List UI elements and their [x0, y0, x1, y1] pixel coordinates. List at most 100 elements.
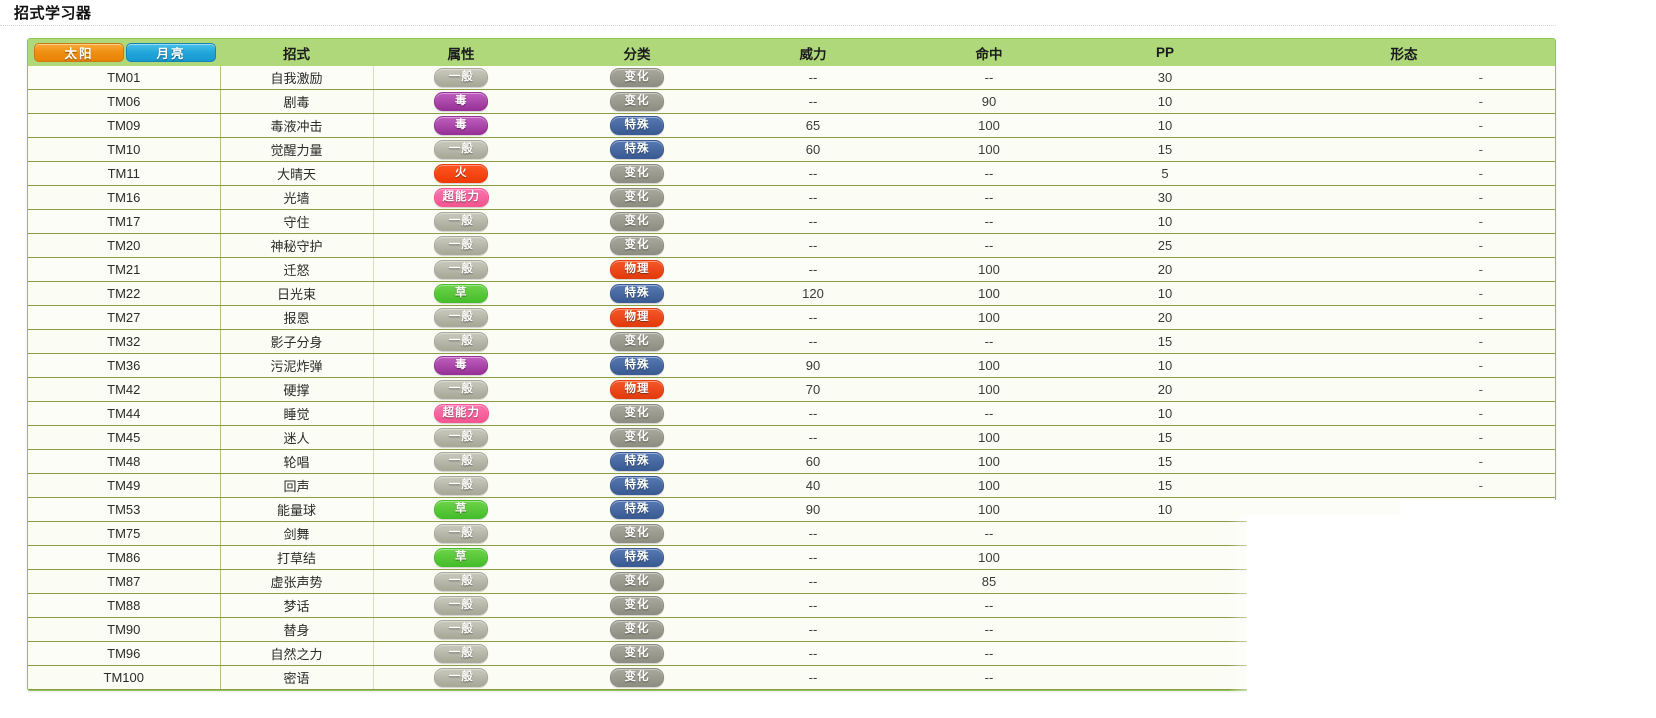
table-row[interactable]: TM48 轮唱 一般 特殊 60 100 15- [28, 449, 1555, 474]
cell-pp: 15 [1077, 449, 1253, 474]
table-row[interactable]: TM86 打草结 草 特殊 -- 100 [28, 545, 1555, 570]
cell-move-type: 一般 [373, 569, 549, 594]
cell-move-type: 一般 [373, 233, 549, 258]
table-row[interactable]: TM10 觉醒力量 一般 特殊 60 100 15- [28, 137, 1555, 162]
cell-move-category: 特殊 [549, 473, 725, 498]
tab-sun[interactable]: 太阳 [34, 43, 124, 62]
cell-pp [1077, 641, 1253, 666]
table-row[interactable]: TM36 污泥炸弹 毒 特殊 90 100 10- [28, 353, 1555, 378]
cell-move-category: 变化 [549, 233, 725, 258]
table-row[interactable]: TM90 替身 一般 变化 -- -- [28, 617, 1555, 642]
category-badge: 变化 [610, 212, 664, 231]
category-badge: 特殊 [610, 356, 664, 375]
table-row[interactable]: TM32 影子分身 一般 变化 -- -- 15- [28, 329, 1555, 354]
table-row[interactable]: TM21 迁怒 一般 物理 -- 100 20- [28, 257, 1555, 282]
type-badge: 一般 [434, 332, 489, 351]
category-badge: 物理 [610, 308, 664, 327]
cell-move-name: 硬撑 [220, 377, 374, 402]
cell-form: - [1253, 185, 1555, 210]
cell-tm-number: TM27 [28, 305, 221, 330]
column-header-type[interactable]: 属性 [373, 39, 549, 66]
table-row[interactable]: TM09 毒液冲击 毒 特殊 65 100 10- [28, 113, 1555, 138]
cell-move-type: 超能力 [373, 185, 549, 210]
cell-accuracy: 90 [901, 89, 1077, 114]
type-badge: 一般 [434, 428, 489, 447]
table-row[interactable]: TM88 梦话 一般 变化 -- -- [28, 593, 1555, 618]
cell-form: - [1253, 377, 1555, 402]
table-row[interactable]: TM11 大晴天火变化 -- -- 5- [28, 161, 1555, 186]
cell-tm-number: TM86 [28, 545, 221, 570]
cell-form: - [1253, 89, 1555, 114]
type-badge: 一般 [434, 572, 489, 591]
table-row[interactable]: TM22 日光束 草 特殊 120 100 10- [28, 281, 1555, 306]
cell-form: - [1253, 113, 1555, 138]
tab-moon[interactable]: 月亮 [126, 43, 216, 62]
type-badge: 一般 [434, 668, 489, 687]
cell-form [1253, 641, 1555, 666]
category-badge: 变化 [610, 644, 664, 663]
table-row[interactable]: TM17 守住 一般 变化 -- -- 10- [28, 209, 1555, 234]
cell-power: 60 [725, 449, 901, 474]
cell-power: -- [725, 305, 901, 330]
column-header-power[interactable]: 威力 [725, 39, 901, 66]
cell-move-category: 变化 [549, 209, 725, 234]
table-row[interactable]: TM42 硬撑 一般 物理 70 100 20- [28, 377, 1555, 402]
table-row[interactable]: TM100 密语 一般 变化 -- -- [28, 665, 1555, 690]
cell-pp [1077, 617, 1253, 642]
cell-move-name: 日光束 [220, 281, 374, 306]
cell-form [1253, 593, 1555, 618]
cell-accuracy: -- [901, 185, 1077, 210]
category-badge: 物理 [610, 380, 664, 399]
cell-tm-number: TM96 [28, 641, 221, 666]
version-tab-group: 太阳 月亮 [34, 39, 220, 66]
cell-form: - [1253, 66, 1555, 90]
cell-power: -- [725, 161, 901, 186]
table-row[interactable]: TM87 虚张声势 一般 变化 -- 85 [28, 569, 1555, 594]
cell-power: -- [725, 569, 901, 594]
table-row[interactable]: TM49 回声 一般 特殊 40 100 15- [28, 473, 1555, 498]
cell-move-name: 剧毒 [220, 89, 374, 114]
cell-move-category: 变化 [549, 329, 725, 354]
type-badge: 超能力 [433, 188, 489, 207]
cell-pp: 10 [1077, 89, 1253, 114]
cell-move-type: 草 [373, 281, 549, 306]
category-badge: 变化 [610, 524, 664, 543]
column-header-category[interactable]: 分类 [549, 39, 725, 66]
category-badge: 特殊 [610, 500, 664, 519]
page-title: 招式学习器 [14, 5, 92, 22]
table-row[interactable]: TM01 自我激励 一般 变化 -- -- 30- [28, 66, 1555, 90]
table-row[interactable]: TM16 光墙 超能力 变化 -- -- 30- [28, 185, 1555, 210]
column-header-pp[interactable]: PP [1077, 39, 1253, 66]
category-badge: 变化 [610, 404, 664, 423]
table-row[interactable]: TM45 迷人 一般 变化 -- 100 15- [28, 425, 1555, 450]
column-header-accuracy[interactable]: 命中 [901, 39, 1077, 66]
table-row[interactable]: TM96 自然之力 一般 变化 -- -- [28, 641, 1555, 666]
cell-move-name: 轮唱 [220, 449, 374, 474]
table-row[interactable]: TM44 睡觉 超能力 变化 -- -- 10- [28, 401, 1555, 426]
cell-power: -- [725, 593, 901, 618]
cell-accuracy: 100 [901, 281, 1077, 306]
cell-move-name: 密语 [220, 665, 374, 690]
column-header-form[interactable]: 形态 [1253, 39, 1555, 66]
category-badge: 特殊 [610, 476, 664, 495]
category-badge: 特殊 [610, 284, 664, 303]
header-row: 太阳 月亮 招式 属性 分类 威力 命中 PP 形态 [28, 39, 1555, 66]
table-row[interactable]: TM06 剧毒 毒 变化 -- 90 10- [28, 89, 1555, 114]
cell-move-category: 变化 [549, 593, 725, 618]
type-badge: 一般 [434, 596, 489, 615]
cell-move-category: 变化 [549, 401, 725, 426]
cell-tm-number: TM16 [28, 185, 221, 210]
cell-tm-number: TM06 [28, 89, 221, 114]
cell-pp: 5 [1077, 161, 1253, 186]
cell-accuracy: 100 [901, 473, 1077, 498]
category-badge: 特殊 [610, 116, 664, 135]
table-row[interactable]: TM53 能量球 草 特殊 90 100 10- [28, 497, 1555, 522]
page-right-margin [1557, 0, 1656, 718]
cell-pp: 20 [1077, 257, 1253, 282]
table-row[interactable]: TM20 神秘守护 一般 变化 -- -- 25- [28, 233, 1555, 258]
table-row[interactable]: TM27 报恩 一般 物理 -- 100 20- [28, 305, 1555, 330]
column-header-move[interactable]: 招式 [220, 39, 373, 66]
cell-move-type: 一般 [373, 617, 549, 642]
table-row[interactable]: TM75 剑舞 一般 变化 -- -- [28, 521, 1555, 546]
